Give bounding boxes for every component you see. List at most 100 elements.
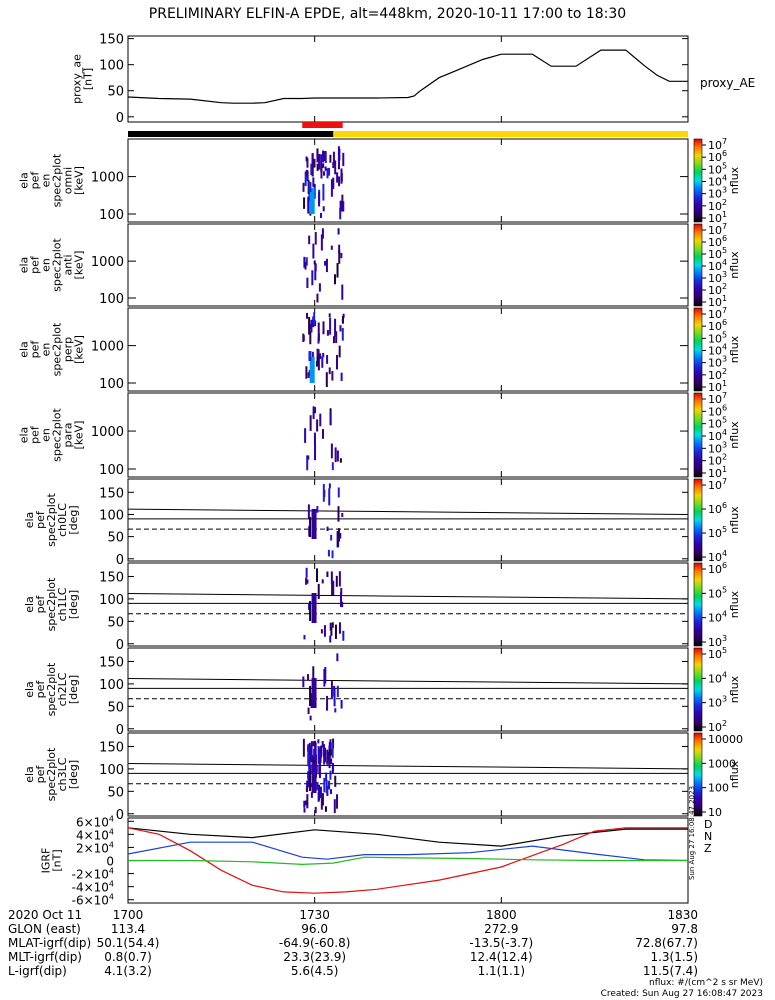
spectrogram-pixel bbox=[337, 228, 340, 235]
spectrogram-pixel bbox=[337, 528, 340, 542]
spectrogram-pixel bbox=[330, 789, 333, 794]
igrf-ytick-label: -2×104 bbox=[72, 867, 114, 882]
spectrogram-pixel bbox=[341, 284, 344, 300]
spectrogram-pixel bbox=[315, 568, 318, 583]
spectrogram-pixel bbox=[319, 747, 322, 763]
spectrogram-pixel bbox=[307, 707, 310, 715]
panel-ylabel: [deg] bbox=[67, 505, 80, 534]
footer-cell: 12.4(12.4) bbox=[469, 950, 533, 964]
spectrogram-pixel bbox=[311, 270, 314, 286]
spectrogram-pixel bbox=[314, 740, 317, 758]
spectrogram-pixel bbox=[322, 163, 325, 168]
panel-ylabel: ela bbox=[18, 172, 31, 189]
panel-ylabel: perp bbox=[62, 337, 75, 362]
spectrogram-pixel bbox=[306, 455, 309, 471]
spectrogram-pixel bbox=[324, 260, 327, 266]
spectrogram-pixel bbox=[317, 353, 320, 371]
panel-ylabel: en bbox=[40, 174, 53, 188]
spectrogram-pixel bbox=[336, 685, 339, 698]
spectrogram-pixel bbox=[305, 567, 308, 578]
spectrogram-pixel bbox=[308, 182, 312, 192]
spectrogram-pixel bbox=[341, 512, 344, 518]
ae-ytick-label: 100 bbox=[99, 59, 124, 74]
spectrogram-pixel bbox=[313, 260, 316, 265]
spectrogram-pixel bbox=[308, 316, 311, 335]
spectrogram-pixel bbox=[310, 693, 313, 709]
igrf-ylabel: IGRF bbox=[40, 848, 53, 874]
igrf-ytick-label: 0 bbox=[106, 855, 114, 869]
footer-cell: 97.8 bbox=[671, 922, 698, 936]
spectrogram-pixel bbox=[321, 741, 324, 748]
spectrogram-pixel bbox=[305, 257, 308, 266]
spectrogram-pixel bbox=[331, 622, 334, 628]
spectrogram-pixel bbox=[308, 759, 311, 776]
spectrogram-hot-pixel bbox=[309, 357, 315, 383]
colorbar-tick-label: 10 bbox=[708, 806, 722, 819]
spectrogram-pixel bbox=[338, 176, 341, 187]
panel-ylabel: pef bbox=[29, 255, 42, 274]
panel-ylabel: pef bbox=[34, 510, 47, 529]
spectrogram-pixel bbox=[311, 763, 317, 793]
spectrogram-pixel bbox=[333, 799, 336, 814]
igrf-legend-d: D bbox=[704, 818, 712, 831]
spectrogram-pixel bbox=[317, 746, 320, 764]
ytick-label: 50 bbox=[107, 531, 124, 546]
spectrogram-pixel bbox=[328, 313, 331, 318]
colorbar bbox=[693, 307, 703, 392]
spectrogram-pixel bbox=[334, 708, 337, 713]
ae-ytick-label: 50 bbox=[107, 85, 124, 100]
mode-bar-segment bbox=[333, 131, 688, 137]
spectrogram-pixel bbox=[320, 797, 323, 810]
spectrogram-pixel bbox=[305, 169, 308, 176]
spectrogram-pixel bbox=[308, 235, 311, 245]
spectrogram-pixel bbox=[322, 483, 325, 502]
spectrogram-pixel bbox=[332, 162, 335, 169]
igrf-legend-n: N bbox=[704, 830, 712, 843]
footer-cell: -13.5(-3.7) bbox=[469, 936, 534, 950]
panel-ylabel: spec2plot bbox=[45, 747, 58, 801]
ytick-label: 0 bbox=[116, 553, 124, 568]
footer-row-label: L-igrf(dip) bbox=[8, 964, 67, 978]
colorbar-tick-label: 104 bbox=[708, 610, 727, 625]
spectrogram-pixel bbox=[341, 327, 344, 341]
spectrogram-pixel bbox=[322, 206, 325, 212]
spectrogram-pixel bbox=[302, 182, 305, 192]
spectrogram-pixel bbox=[326, 330, 329, 336]
spectrogram-pixel bbox=[333, 688, 336, 707]
colorbar-tick-label: 105 bbox=[708, 525, 727, 540]
panel-ylabel: para bbox=[62, 423, 75, 448]
spectrogram-pixel bbox=[316, 163, 319, 171]
ytick-label: 100 bbox=[99, 208, 124, 223]
mode-bar-segment bbox=[128, 131, 334, 137]
spectrogram-pixel bbox=[317, 349, 320, 355]
spectrogram-pixel bbox=[340, 587, 343, 595]
panel-ylabel: spec2plot bbox=[51, 153, 64, 207]
panel-ylabel: ch2LC bbox=[56, 672, 69, 706]
footer-cell: 1800 bbox=[486, 908, 517, 922]
panel-ylabel: [keV] bbox=[73, 166, 86, 195]
ytick-label: 0 bbox=[116, 638, 124, 653]
spectrogram-pixel bbox=[303, 634, 306, 640]
spectrogram-pixel bbox=[307, 504, 310, 519]
spectrogram-pixel bbox=[309, 415, 312, 431]
igrf-ytick-label: 4×104 bbox=[76, 827, 114, 842]
ae-ytick-label: 150 bbox=[99, 33, 124, 48]
spectrogram-pixel bbox=[318, 762, 321, 779]
colorbar-tick-label: 102 bbox=[708, 719, 727, 734]
units-note: nflux: #/(cm^2 s sr MeV) bbox=[649, 978, 763, 988]
spectrogram-pixel bbox=[329, 317, 332, 335]
panel-ylabel: [deg] bbox=[67, 675, 80, 704]
spectrogram-pixel bbox=[306, 579, 309, 584]
spectrogram-pixel bbox=[342, 630, 345, 641]
spectrogram-pixel bbox=[312, 406, 315, 419]
spectrogram-pixel bbox=[317, 322, 320, 338]
panel-ylabel: omni bbox=[62, 167, 75, 194]
spectrogram-pixel bbox=[309, 771, 312, 791]
ytick-label: 1000 bbox=[91, 425, 124, 440]
panel-frame-1 bbox=[127, 223, 689, 307]
spectrogram-pixel bbox=[312, 177, 315, 187]
spectrogram-pixel bbox=[339, 458, 342, 463]
loss-cone-line bbox=[127, 763, 689, 770]
colorbar-label: nflux bbox=[728, 421, 741, 449]
